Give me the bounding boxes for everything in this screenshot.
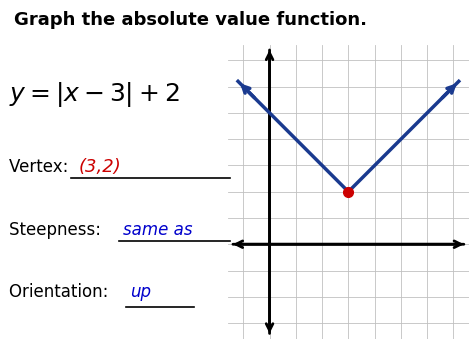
Text: $y = |x - 3| + 2$: $y = |x - 3| + 2$: [9, 80, 180, 109]
Text: same as: same as: [123, 221, 193, 239]
Text: Steepness:: Steepness:: [9, 221, 107, 239]
Text: up: up: [130, 283, 151, 301]
Text: Vertex:: Vertex:: [9, 158, 74, 176]
Text: Orientation:: Orientation:: [9, 283, 114, 301]
Text: (3,2): (3,2): [78, 158, 121, 176]
Text: Graph the absolute value function.: Graph the absolute value function.: [14, 11, 367, 29]
